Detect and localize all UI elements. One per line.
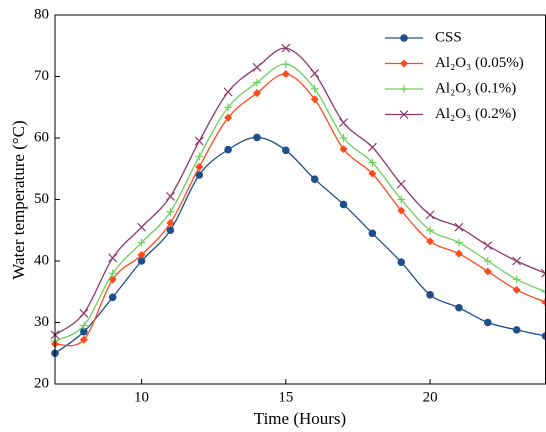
marker — [425, 210, 435, 220]
marker — [224, 145, 232, 154]
marker — [397, 258, 406, 267]
marker — [339, 134, 348, 142]
marker — [252, 89, 261, 98]
marker — [166, 218, 175, 227]
marker — [195, 162, 204, 171]
marker — [368, 229, 377, 238]
marker — [512, 275, 521, 284]
marker — [79, 321, 88, 330]
marker — [195, 171, 204, 179]
marker — [368, 169, 377, 178]
marker — [512, 285, 521, 294]
marker — [224, 103, 233, 112]
marker — [137, 257, 146, 265]
marker — [281, 70, 290, 79]
marker — [165, 192, 175, 201]
y-tick-label: 80 — [34, 6, 49, 22]
marker — [223, 87, 233, 97]
marker — [166, 207, 175, 216]
marker — [108, 293, 117, 302]
marker — [397, 206, 406, 215]
marker — [512, 256, 522, 266]
y-tick-label: 30 — [34, 314, 49, 330]
marker — [396, 179, 406, 189]
marker — [137, 222, 146, 232]
marker — [483, 241, 493, 251]
legend-label: Al₂O₃ (0.2%) — [435, 106, 516, 122]
marker — [79, 308, 89, 318]
marker — [426, 237, 435, 246]
legend-marker — [400, 85, 408, 93]
line — [54, 63, 546, 342]
marker — [339, 118, 348, 128]
marker — [483, 257, 492, 265]
legend-label: Al₂O₃ (0.1%) — [435, 80, 516, 96]
marker — [483, 267, 492, 276]
legend-label: CSS — [435, 29, 462, 45]
legend-marker — [400, 34, 408, 42]
marker — [397, 195, 406, 204]
marker — [310, 175, 319, 184]
marker — [454, 238, 463, 247]
marker — [454, 249, 463, 258]
marker — [339, 145, 348, 154]
marker — [252, 62, 262, 72]
y-tick-label: 20 — [34, 375, 49, 391]
marker — [310, 69, 320, 78]
y-tick-label: 70 — [34, 68, 49, 84]
marker — [80, 327, 88, 336]
x-tick-label: 10 — [134, 389, 149, 405]
marker — [281, 60, 290, 69]
marker — [455, 303, 463, 312]
marker — [310, 95, 319, 104]
y-tick-label: 60 — [34, 129, 49, 145]
y-tick-label: 50 — [34, 191, 49, 207]
marker — [195, 152, 204, 161]
marker — [541, 332, 546, 340]
marker — [137, 250, 146, 259]
x-tick-label: 20 — [423, 389, 438, 405]
marker — [512, 326, 521, 334]
marker — [282, 146, 290, 155]
marker — [454, 222, 464, 232]
marker — [339, 200, 348, 209]
legend-marker — [399, 110, 409, 119]
marker — [541, 298, 546, 307]
line — [54, 136, 546, 354]
x-tick-label: 15 — [278, 389, 293, 405]
marker — [367, 142, 377, 152]
legend-label: Al₂O₃ (0.05%) — [435, 55, 524, 71]
marker — [194, 136, 204, 146]
y-axis-label: Water temperature (°C) — [9, 120, 28, 279]
legend-marker — [400, 59, 408, 68]
marker — [426, 291, 434, 299]
marker — [310, 84, 319, 93]
x-axis-label: Time (Hours) — [254, 409, 346, 428]
marker — [252, 78, 261, 87]
marker — [108, 269, 117, 278]
marker — [426, 226, 435, 235]
marker — [281, 43, 291, 53]
marker — [224, 113, 233, 122]
marker — [166, 226, 175, 235]
marker — [137, 238, 146, 247]
marker — [79, 335, 88, 344]
marker — [108, 253, 118, 263]
marker — [368, 158, 377, 167]
marker — [253, 133, 261, 142]
marker — [483, 318, 492, 327]
y-tick-label: 40 — [34, 252, 49, 268]
